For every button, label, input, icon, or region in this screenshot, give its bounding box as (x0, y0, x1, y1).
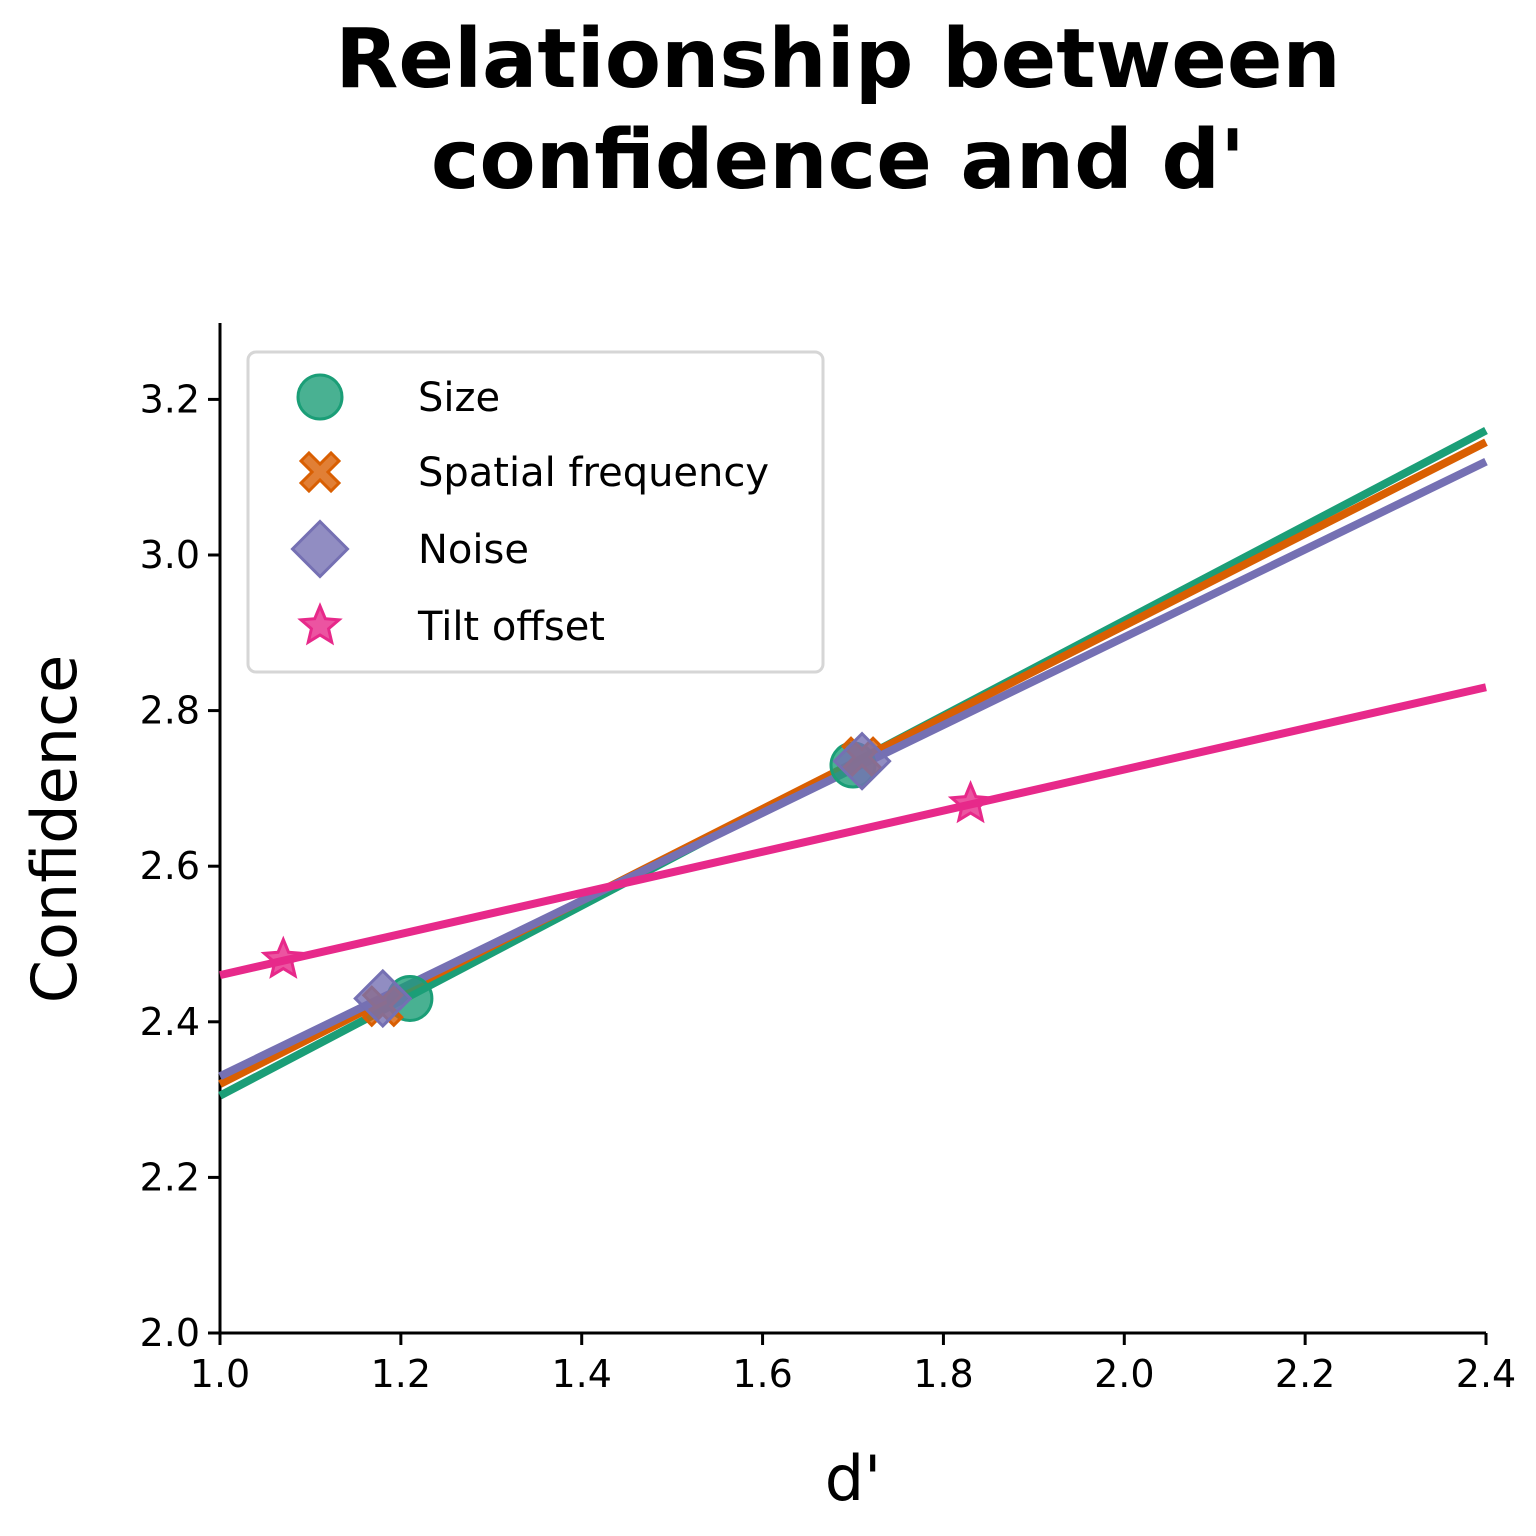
legend-frame (246, 350, 825, 674)
data-point-noise-shape (353, 968, 413, 1029)
data-point-noise-shape (832, 731, 892, 791)
legend: Size Spatial frequency Noise Tilt offset (246, 350, 825, 674)
legend-marker-size (296, 373, 344, 421)
x-axis-label: d' (825, 1442, 881, 1515)
x-tick-label: 1.2 (371, 1352, 431, 1396)
legend-item-tilt-offset: Tilt offset (297, 602, 605, 650)
legend-label-noise: Noise (418, 527, 529, 573)
legend-item-spatial-frequency: Spatial frequency (298, 450, 769, 496)
x-tick-label: 2.4 (1456, 1352, 1516, 1396)
legend-marker-spatial-frequency (298, 450, 342, 494)
x-tick-label: 1.0 (190, 1352, 250, 1396)
y-tick-label: 2.6 (140, 844, 200, 888)
data-point-tilt-offset-shape (260, 935, 307, 979)
y-tick-label: 3.0 (140, 533, 200, 577)
legend-marker-spatial-frequency-shape (298, 450, 342, 494)
y-tick-label: 2.2 (140, 1155, 200, 1199)
legend-marker-noise-shape (290, 519, 350, 579)
legend-item-noise: Noise (290, 519, 529, 579)
x-tick-label: 1.6 (732, 1352, 792, 1396)
x-tick-label: 2.2 (1275, 1352, 1335, 1396)
plot-area: 2.0 2.2 2.4 2.6 2.8 3.0 3.2 1.0 1.2 1.4 1.6 1.8 2.0 2… (140, 323, 1516, 1396)
y-axis-label: Confidence (18, 655, 91, 1004)
y-tick-label: 2.0 (140, 1311, 200, 1355)
x-tick-label: 2.0 (1094, 1352, 1154, 1396)
legend-marker-noise (290, 519, 350, 579)
fit-line-tilt-offset (219, 683, 1487, 980)
legend-marker-size-shape (296, 373, 344, 421)
legend-label-spatial-frequency: Spatial frequency (418, 450, 769, 496)
x-tick-label: 1.4 (551, 1352, 611, 1396)
legend-item-size: Size (296, 373, 500, 421)
legend-label-tilt-offset: Tilt offset (417, 604, 605, 650)
data-point-tilt-offset (260, 935, 307, 979)
data-point-noise (832, 731, 892, 791)
legend-marker-tilt-offset-shape (297, 602, 343, 646)
chart-title-line-2: confidence and d' (431, 113, 1245, 208)
data-point-noise (353, 968, 413, 1029)
legend-marker-tilt-offset (297, 602, 343, 646)
y-tick-label: 2.8 (140, 689, 200, 733)
chart-title-line-1: Relationship between (335, 12, 1341, 107)
data-point-tilt-offset (947, 780, 994, 824)
legend-label-size: Size (418, 375, 500, 421)
x-tick-label: 1.8 (913, 1352, 973, 1396)
data-point-tilt-offset-shape (947, 780, 994, 824)
y-tick-label: 3.2 (140, 377, 200, 421)
y-tick-label: 2.4 (140, 1000, 200, 1044)
